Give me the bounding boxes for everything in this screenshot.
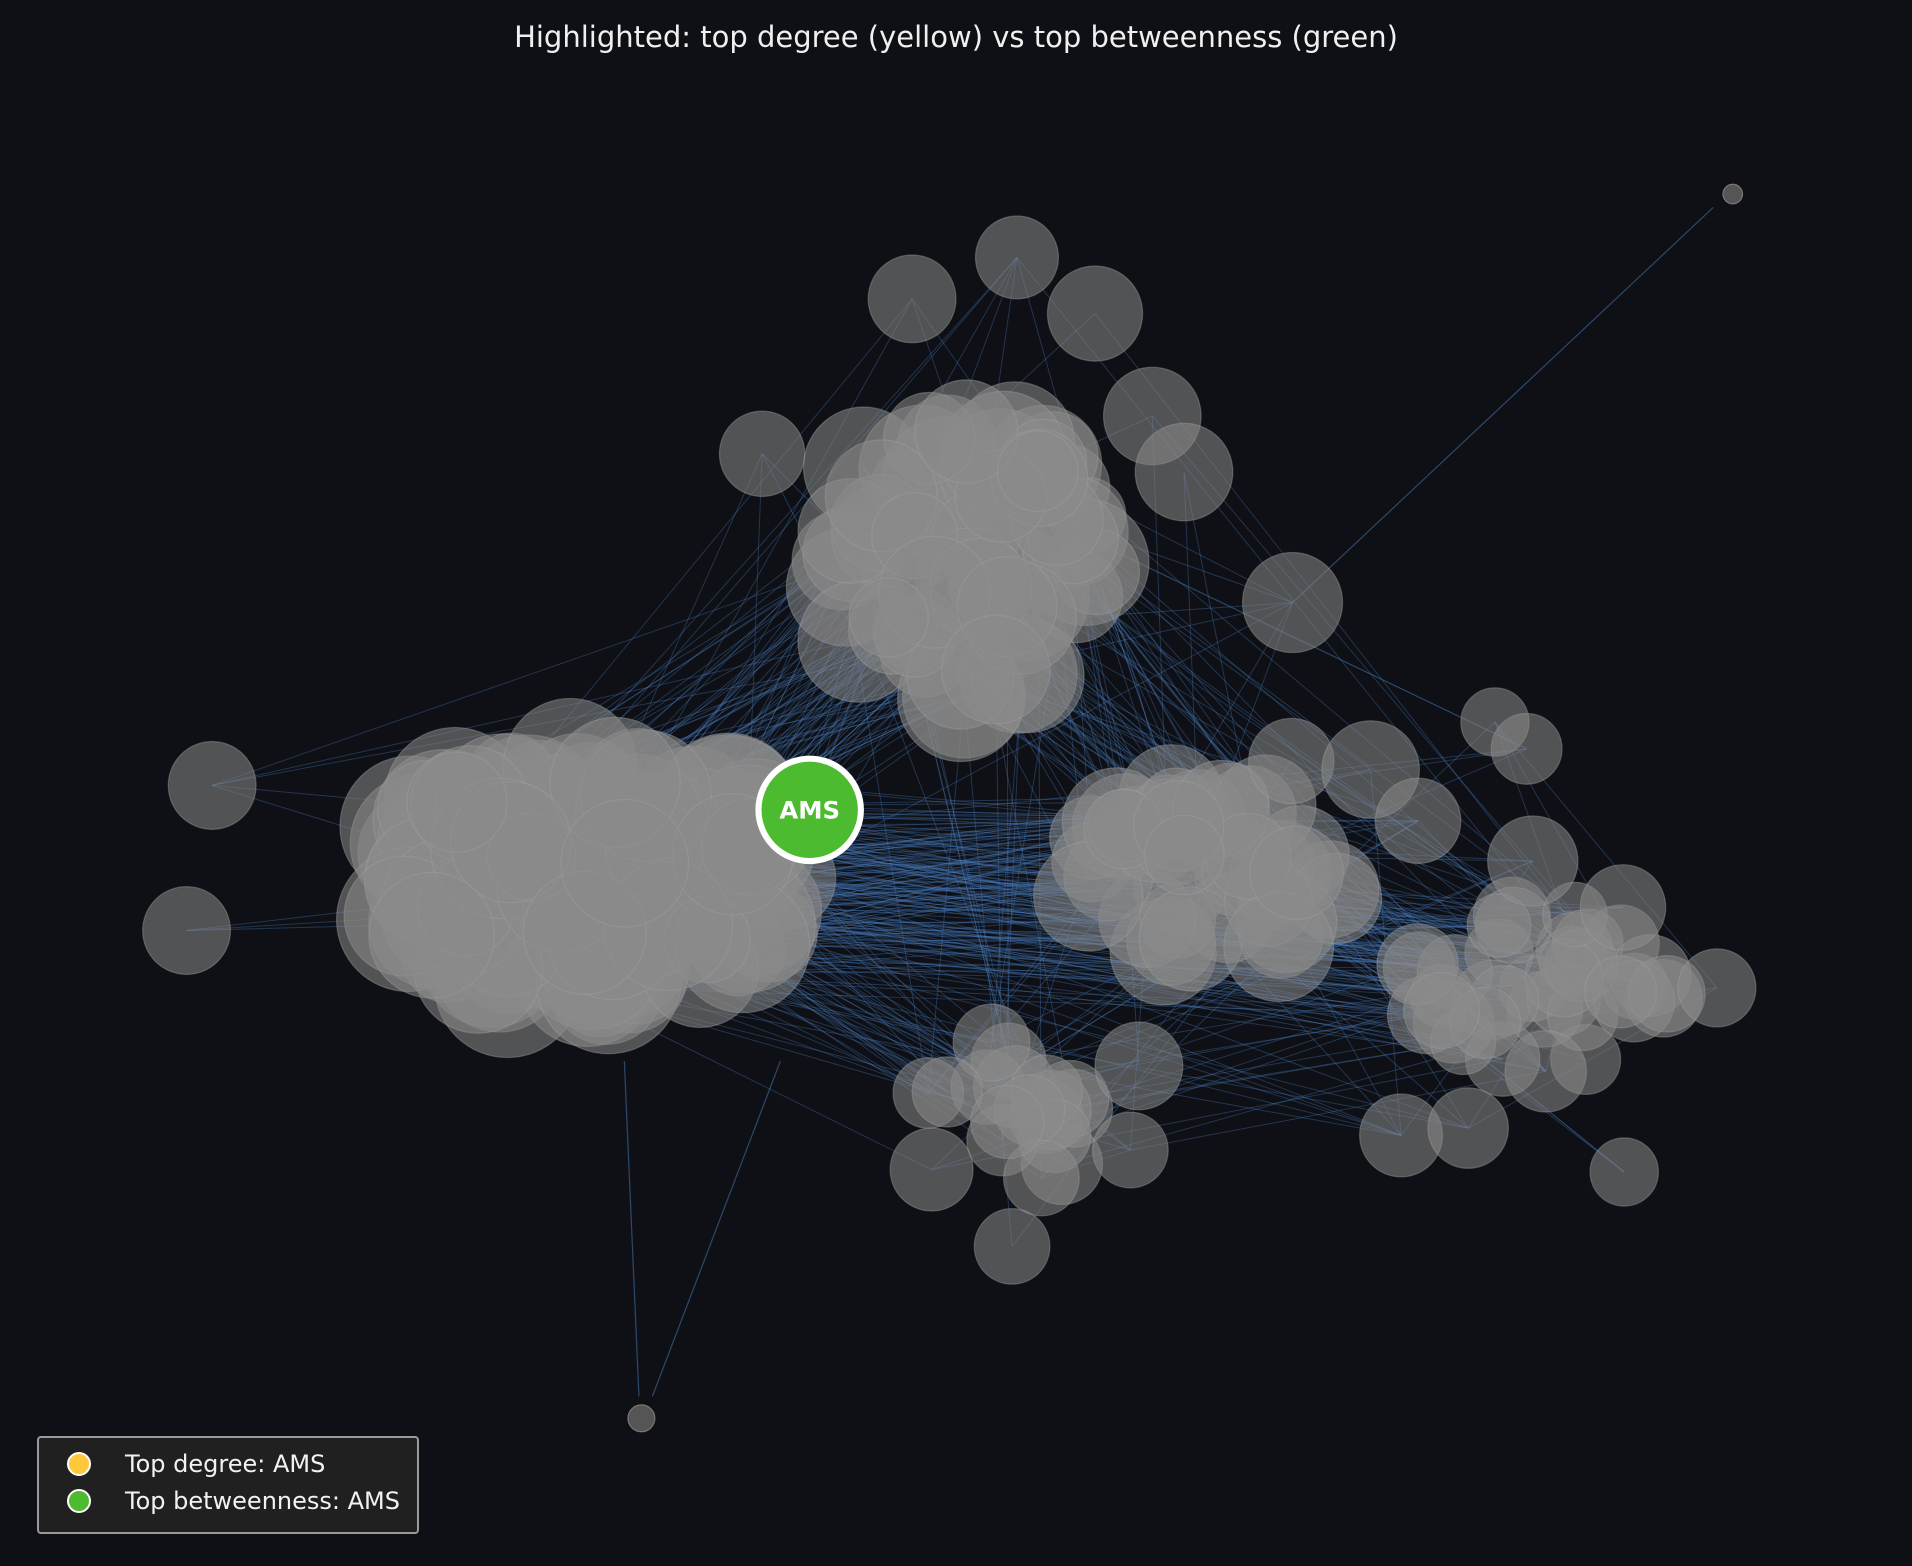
edge xyxy=(732,853,1469,1129)
graph-node[interactable] xyxy=(941,614,1051,725)
edge xyxy=(686,899,1503,1060)
graph-node[interactable] xyxy=(167,740,257,830)
graph-node[interactable] xyxy=(867,254,957,344)
graph-node-peripheral[interactable] xyxy=(627,1404,656,1433)
graph-node[interactable] xyxy=(996,430,1079,513)
graph-node[interactable] xyxy=(1094,1021,1184,1111)
graph-node[interactable] xyxy=(1144,814,1225,896)
edge xyxy=(1292,207,1714,603)
graph-node[interactable] xyxy=(1466,893,1532,958)
graph-node[interactable] xyxy=(1091,1111,1169,1189)
graph-node[interactable] xyxy=(1487,815,1579,907)
node-ams-label: AMS xyxy=(779,795,840,824)
graph-node-peripheral[interactable] xyxy=(1722,183,1744,205)
node-ams xyxy=(755,755,864,865)
legend-label: Top degree: AMS xyxy=(125,1450,326,1478)
legend-item-top-betweenness: Top betweenness: AMS xyxy=(67,1487,400,1515)
graph-node[interactable] xyxy=(1374,777,1462,865)
graph-node[interactable] xyxy=(560,798,690,928)
graph-node[interactable] xyxy=(1241,551,1344,654)
graph-node[interactable] xyxy=(1589,1137,1659,1207)
graph-node[interactable] xyxy=(368,871,496,999)
graph-node[interactable] xyxy=(1002,1139,1080,1217)
legend-item-top-degree: Top degree: AMS xyxy=(67,1450,325,1478)
yellow-dot-icon xyxy=(67,1452,91,1476)
edge xyxy=(747,924,1402,1136)
graph-node[interactable] xyxy=(911,1056,983,1128)
graph-node[interactable] xyxy=(1579,864,1667,951)
graph-node[interactable] xyxy=(142,886,232,976)
edge xyxy=(623,1060,640,1397)
graph-node[interactable] xyxy=(1402,972,1480,1050)
graph-node[interactable] xyxy=(1249,825,1344,920)
graph-node[interactable] xyxy=(974,215,1060,300)
legend-label: Top betweenness: AMS xyxy=(125,1487,400,1515)
legend: Top degree: AMS Top betweenness: AMS xyxy=(37,1436,419,1534)
graph-node[interactable] xyxy=(1427,1087,1509,1169)
graph-node[interactable] xyxy=(973,1207,1051,1285)
graph-node[interactable] xyxy=(970,1084,1045,1160)
graph-node[interactable] xyxy=(848,577,929,658)
highlighted-node[interactable]: AMS xyxy=(755,755,864,865)
green-dot-icon xyxy=(67,1489,91,1513)
graph-node[interactable] xyxy=(889,1127,974,1212)
graph-node[interactable] xyxy=(718,410,806,498)
graph-node[interactable] xyxy=(1677,948,1757,1028)
graph-node[interactable] xyxy=(1584,955,1658,1029)
graph-node[interactable] xyxy=(1134,422,1234,522)
chart-title: Highlighted: top degree (yellow) vs top … xyxy=(514,20,1398,54)
edge xyxy=(552,257,1018,799)
graph-node[interactable] xyxy=(952,1003,1031,1082)
nodes xyxy=(142,183,1757,1433)
graph-node[interactable] xyxy=(914,379,1019,484)
graph-node[interactable] xyxy=(1490,712,1563,785)
graph-node[interactable] xyxy=(1248,717,1335,805)
graph-node[interactable] xyxy=(406,751,508,853)
edge xyxy=(651,1060,781,1397)
graph-node[interactable] xyxy=(1046,265,1144,362)
